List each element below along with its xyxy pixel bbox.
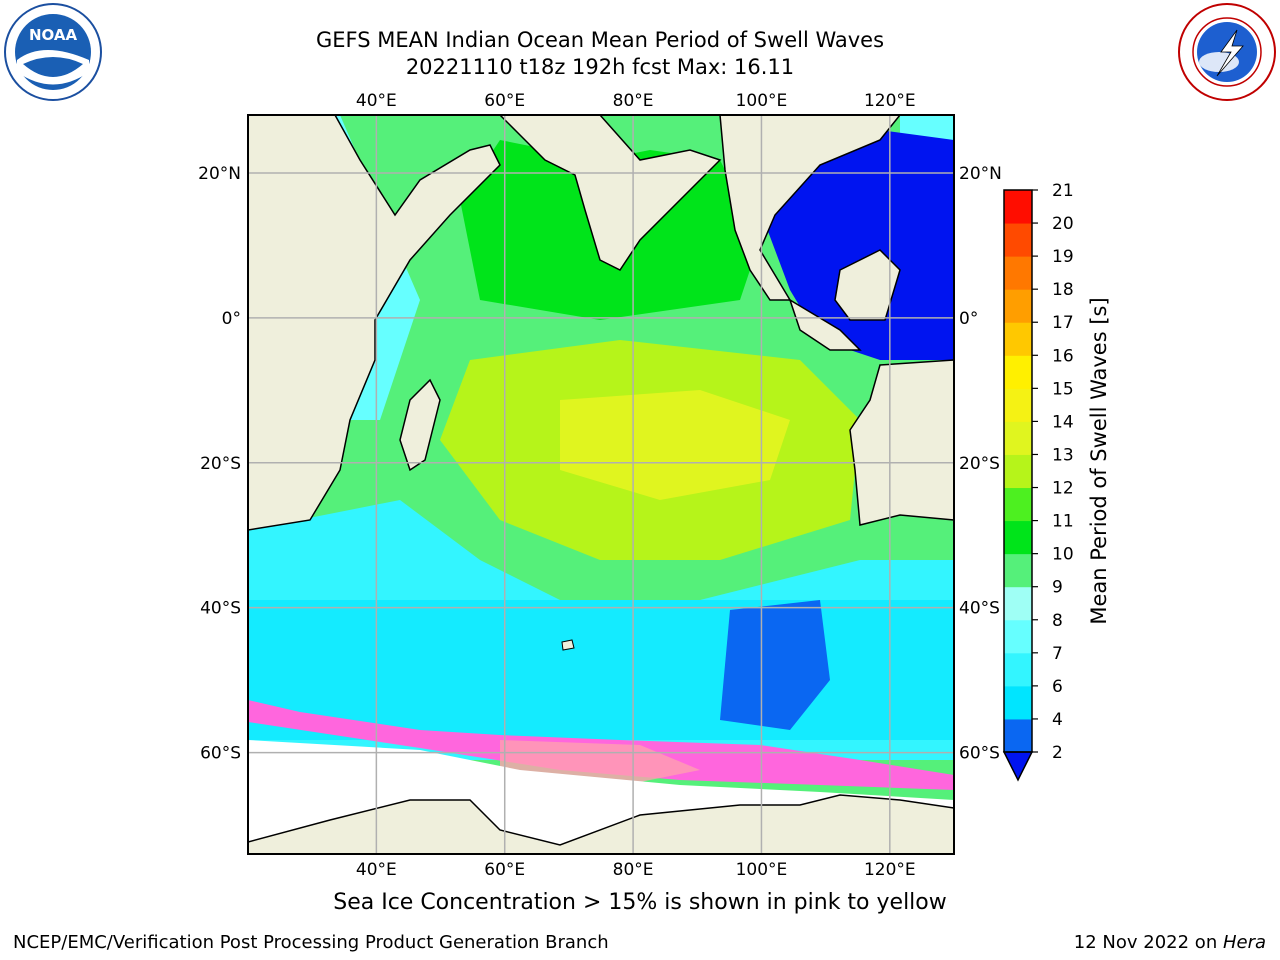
lon-tick-bottom: 60°E	[484, 860, 525, 880]
lon-tick-bottom: 120°E	[864, 860, 916, 880]
lat-tick-left: 60°S	[200, 744, 241, 764]
colorbar-frame	[1003, 189, 1033, 753]
indonesian-seas-low-swell	[760, 130, 954, 360]
colorbar-tick-label: 7	[1052, 644, 1063, 664]
africa-arabia-land	[248, 115, 501, 531]
colorbar-segment	[1004, 487, 1032, 522]
colorbar-segment	[1004, 520, 1032, 555]
colorbar-tick-label: 11	[1052, 512, 1074, 532]
colorbar-segment	[1004, 553, 1032, 588]
chart-subtitle: 20221110 t18z 192h fcst Max: 16.11	[405, 55, 795, 79]
colorbar-tick-label: 8	[1052, 611, 1063, 631]
chart-title: GEFS MEAN Indian Ocean Mean Period of Sw…	[315, 28, 885, 52]
lon-tick-top: 120°E	[864, 91, 916, 111]
colorbar-segment	[1004, 652, 1032, 687]
colorbar-segment	[1004, 388, 1032, 422]
colorbar-tick-label: 15	[1052, 379, 1074, 399]
low-swell-patch	[720, 600, 830, 730]
colorbar-segment	[1004, 454, 1032, 489]
lon-tick-top: 60°E	[484, 91, 525, 111]
colorbar-tick-label: 20	[1052, 214, 1074, 234]
antarctica-land	[248, 794, 954, 854]
lat-tick-right: 20°N	[959, 164, 1002, 184]
colorbar: 2 4 6 7 8 9 10 11 12 13 14 15 16 17 18 19 20 21 Mean Perio…	[1002, 181, 1111, 782]
footer-date-text: 12 Nov 2022 on	[1073, 932, 1223, 953]
colorbar-segment	[1004, 289, 1032, 323]
colorbar-tick-label: 19	[1052, 247, 1074, 267]
central-swell-core	[560, 390, 790, 500]
colorbar-tick-label: 13	[1052, 445, 1074, 465]
nws-logo	[1178, 3, 1276, 101]
colorbar-segment	[1004, 223, 1032, 257]
colorbar-tick-label: 6	[1052, 677, 1063, 697]
lon-tick-bottom: 100°E	[736, 860, 788, 880]
footer-date: 12 Nov 2022 on Hera	[1074, 932, 1266, 953]
footer-credit: NCEP/EMC/Verification Post Processing Pr…	[13, 932, 609, 953]
southeast-asia-land	[719, 115, 901, 301]
lon-tick-top: 80°E	[613, 91, 654, 111]
colorbar-segment	[1004, 685, 1032, 720]
noaa-logo-text: NOAA	[29, 26, 78, 44]
madagascar-land	[399, 378, 441, 472]
map-frame	[247, 114, 955, 855]
colorbar-segment	[1004, 355, 1032, 389]
sea-ice-caption: Sea Ice Concentration > 15% is shown in …	[333, 890, 947, 915]
lat-tick-right: 20°S	[959, 454, 1000, 474]
colorbar-label: Mean Period of Swell Waves [s]	[1087, 297, 1111, 624]
india-land	[498, 115, 722, 271]
lat-tick-right: 0°	[959, 309, 978, 329]
colorbar-segment	[1004, 586, 1032, 621]
colorbar-tick-label: 12	[1052, 479, 1074, 499]
colorbar-tick-label: 4	[1052, 710, 1063, 730]
colorbar-segment	[1004, 421, 1032, 455]
lat-tick-left: 20°S	[200, 454, 241, 474]
lat-tick-right: 60°S	[959, 744, 1000, 764]
colorbar-tick-label: 14	[1052, 412, 1074, 432]
colorbar-tick-label: 9	[1052, 578, 1063, 598]
lon-tick-bottom: 40°E	[356, 860, 397, 880]
colorbar-segment	[1004, 718, 1032, 753]
colorbar-tick-label: 17	[1052, 313, 1074, 333]
noaa-logo: NOAA	[4, 3, 102, 101]
lat-tick-left: 20°N	[198, 164, 241, 184]
map-gridlines	[248, 115, 954, 854]
footer-machine: Hera	[1222, 932, 1266, 953]
lat-tick-right: 40°S	[959, 599, 1000, 619]
lat-tick-left: 0°	[222, 309, 241, 329]
colorbar-segment	[1004, 256, 1032, 290]
australia-land	[849, 359, 954, 526]
colorbar-segment	[1004, 619, 1032, 654]
borneo-land	[834, 249, 901, 321]
colorbar-under-arrow	[1002, 751, 1034, 782]
lon-tick-top: 40°E	[356, 91, 397, 111]
lon-tick-top: 100°E	[736, 91, 788, 111]
colorbar-tick-label: 2	[1052, 743, 1063, 763]
colorbar-segment	[1004, 322, 1032, 356]
colorbar-tick-label: 10	[1052, 545, 1074, 565]
colorbar-segment	[1004, 190, 1032, 224]
colorbar-tick-label: 18	[1052, 280, 1074, 300]
colorbar-tick-label: 16	[1052, 346, 1074, 366]
colorbar-tick-label: 21	[1052, 181, 1074, 201]
lat-tick-left: 40°S	[200, 599, 241, 619]
sumatra-land	[788, 298, 862, 351]
lon-tick-bottom: 80°E	[613, 860, 654, 880]
kerguelen-island	[561, 639, 575, 651]
southern-ocean-swell-low	[248, 600, 954, 740]
